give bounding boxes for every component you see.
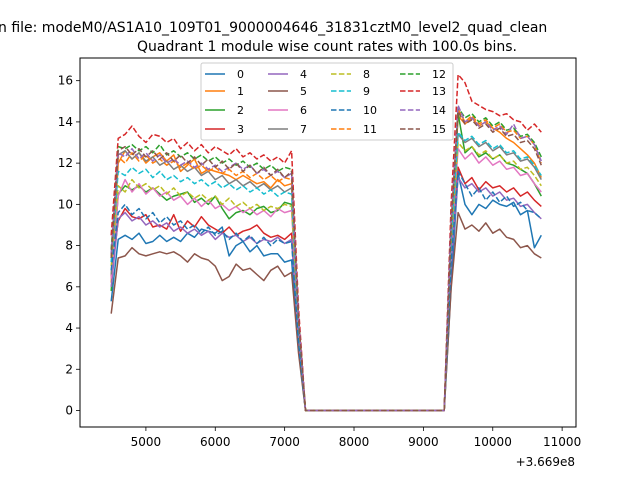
y-tick-label: 14 <box>58 115 73 129</box>
y-tick-label: 12 <box>58 156 73 170</box>
series-line-9 <box>110 131 542 412</box>
x-offset-label: +3.669e8 <box>516 455 575 469</box>
legend-label-1: 1 <box>237 85 244 98</box>
series-line-15 <box>110 110 542 412</box>
x-tick-label: 8000 <box>339 435 370 449</box>
legend-label-8: 8 <box>363 68 370 81</box>
legend-label-3: 3 <box>237 123 244 136</box>
legend-label-13: 13 <box>432 85 446 98</box>
series-line-11 <box>110 108 543 412</box>
legend-label-0: 0 <box>237 68 244 81</box>
x-tick-label: 5000 <box>131 435 162 449</box>
x-tick-label: 7000 <box>269 435 300 449</box>
legend-label-12: 12 <box>432 68 446 81</box>
y-tick-label: 16 <box>58 74 73 88</box>
x-tick-label: 11000 <box>543 435 581 449</box>
series-line-8 <box>110 141 542 412</box>
y-tick-label: 10 <box>58 197 73 211</box>
series-line-3 <box>110 166 542 412</box>
y-tick-label: 2 <box>65 362 73 376</box>
y-tick-label: 8 <box>65 239 73 253</box>
y-tick-label: 6 <box>65 280 73 294</box>
legend-label-4: 4 <box>300 68 307 81</box>
series-line-0 <box>110 172 542 412</box>
legend-box <box>200 62 454 141</box>
legend-label-9: 9 <box>363 85 370 98</box>
legend-label-11: 11 <box>363 123 377 136</box>
chart-title: Quadrant 1 module wise count rates with … <box>137 39 517 55</box>
x-axis: 5000 6000 7000 8000 9000 10000 11000 <box>131 427 581 449</box>
x-tick-label: 10000 <box>474 435 512 449</box>
legend-label-7: 7 <box>300 123 307 136</box>
x-tick-label: 6000 <box>200 435 231 449</box>
legend-label-2: 2 <box>237 104 244 117</box>
series-line-7 <box>110 133 542 412</box>
legend-label-14: 14 <box>432 104 446 117</box>
series-lines <box>110 73 543 412</box>
series-line-10 <box>110 170 542 412</box>
series-line-4 <box>110 176 542 412</box>
y-tick-label: 0 <box>65 404 73 418</box>
legend-label-5: 5 <box>300 85 307 98</box>
y-tick-label: 4 <box>65 321 73 335</box>
legend-label-15: 15 <box>432 123 446 136</box>
axes-frame <box>79 57 577 428</box>
x-tick-label: 9000 <box>408 435 439 449</box>
figure-suptitle: n file: modeM0/AS1A10_109T01_9000004646_… <box>0 20 547 36</box>
series-line-14 <box>110 104 542 412</box>
series-line-5 <box>110 211 542 412</box>
series-line-6 <box>110 147 542 412</box>
legend-label-6: 6 <box>300 104 307 117</box>
y-axis: 0 2 4 6 8 10 12 14 16 <box>58 74 80 418</box>
legend-label-10: 10 <box>363 104 377 117</box>
